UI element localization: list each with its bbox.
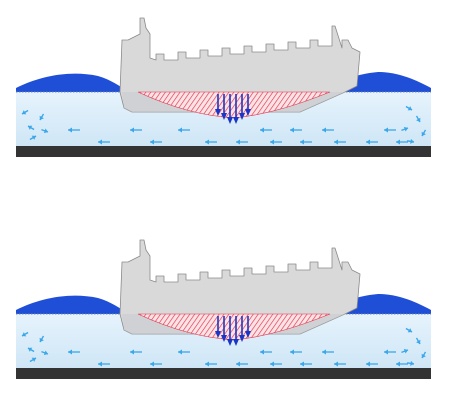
eddy-arrow-icon [27,347,35,353]
flow-arrow-icon [205,139,217,145]
pressure-arrow-icon [239,316,245,342]
seabed [16,368,431,379]
eddy-arrow-icon [41,350,49,356]
eddy-arrow-icon [406,360,415,366]
eddy-arrow-icon [21,331,29,337]
eddy-arrow-icon [29,357,37,363]
flow-arrow-icon [236,361,248,367]
flow-arrow-icon [270,361,282,367]
flow-arrow-icon [366,139,378,145]
flow-arrow-icon [178,349,190,355]
flow-arrow-icon [366,361,378,367]
pressure-arrow-icon [227,316,233,346]
eddy-arrow-icon [21,109,29,115]
flow-arrow-icon [260,349,272,355]
pressure-arrow-icon [239,94,245,120]
pressure-arrow-icon [221,94,227,120]
flow-arrow-icon [68,349,80,355]
flow-arrow-icon [396,361,408,367]
pressure-arrow-icon [227,94,233,124]
flow-arrow-icon [300,361,312,367]
pressure-arrow-icon [245,94,251,116]
flow-arrow-icon [322,127,334,133]
pressure-arrow-icon [233,316,239,346]
flow-arrow-icon [322,349,334,355]
flow-arrow-icon [334,139,346,145]
pressure-arrow-icon [245,316,251,338]
eddy-arrow-icon [405,105,413,111]
flow-arrow-icon [98,139,110,145]
seabed [16,146,431,157]
flow-arrow-icon [236,139,248,145]
eddy-arrow-icon [27,125,35,131]
eddy-arrow-icon [421,351,427,359]
eddy-arrow-icon [405,327,413,333]
flow-arrow-icon [178,127,190,133]
flow-arrow-icon [300,139,312,145]
eddy-arrow-icon [401,348,409,354]
flow-arrow-icon [150,139,162,145]
flow-arrow-icon [334,361,346,367]
ship-hull [119,17,361,113]
panel-top [16,17,431,157]
eddy-arrow-icon [421,129,427,137]
eddy-arrow-icon [41,128,49,134]
flow-arrow-icon [384,127,396,133]
flow-arrow-icon [130,349,142,355]
panel-bottom [16,239,431,379]
pressure-arrow-icon [233,94,239,124]
flow-arrow-icon [260,127,272,133]
ship-hull [119,239,361,335]
flow-arrow-icon [98,361,110,367]
flow-arrow-icon [205,361,217,367]
eddy-arrow-icon [39,335,45,343]
wave-crest-left [16,73,130,92]
eddy-arrow-icon [401,126,409,132]
flow-arrow-icon [290,127,302,133]
eddy-arrow-icon [29,135,37,141]
eddy-arrow-icon [406,138,415,144]
flow-arrow-icon [290,349,302,355]
flow-arrow-icon [68,127,80,133]
flow-arrow-icon [270,139,282,145]
flow-arrow-icon [150,361,162,367]
eddy-arrow-icon [39,113,45,121]
flow-arrow-icon [384,349,396,355]
eddy-arrow-icon [415,115,421,123]
pressure-arrow-icon [215,316,221,338]
flow-arrow-icon [130,127,142,133]
pressure-arrow-icon [221,316,227,342]
wave-crest-left [16,295,130,314]
eddy-arrow-icon [415,337,421,345]
pressure-arrow-icon [215,94,221,116]
flow-arrow-icon [396,139,408,145]
